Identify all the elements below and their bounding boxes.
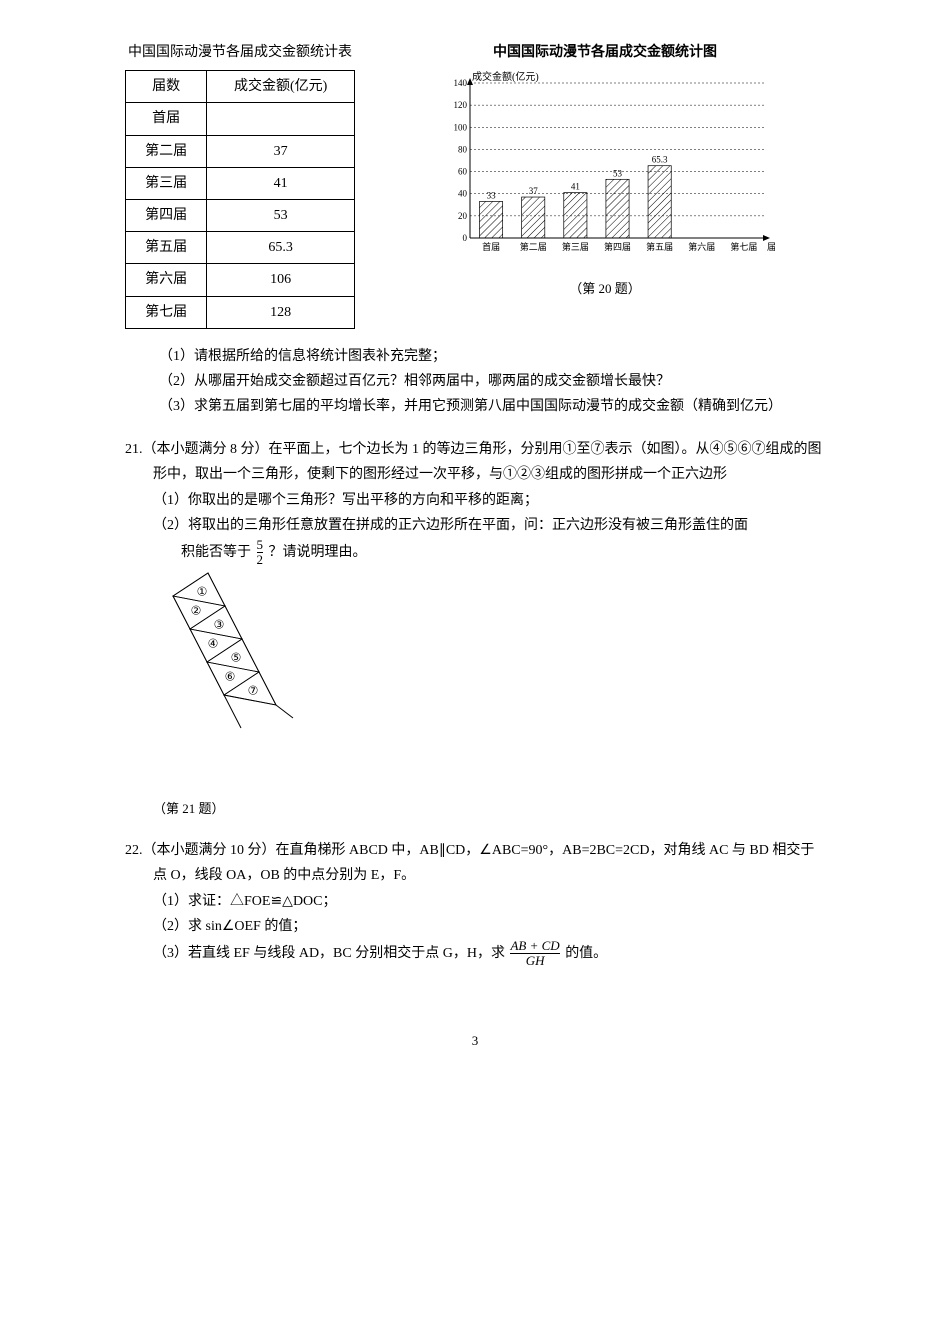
stats-table-wrap: 中国国际动漫节各届成交金额统计表 届数 成交金额(亿元) 首届 第二届37 第三… xyxy=(125,40,355,329)
svg-text:53: 53 xyxy=(613,169,623,179)
q22-3-pre: （3）若直线 EF 与线段 AD，BC 分别相交于点 G，H，求 xyxy=(153,946,505,961)
svg-text:第六届: 第六届 xyxy=(688,241,715,252)
svg-text:第五届: 第五届 xyxy=(646,241,673,252)
svg-text:80: 80 xyxy=(458,145,468,155)
cell: 41 xyxy=(207,167,355,199)
svg-text:③: ③ xyxy=(214,617,225,631)
svg-text:成交金额(亿元): 成交金额(亿元) xyxy=(472,70,539,83)
cell: 37 xyxy=(207,135,355,167)
q20-1: （1）请根据所给的信息将统计图表补充完整； xyxy=(145,344,825,369)
fraction-5-2: 5 2 xyxy=(257,538,264,568)
svg-text:60: 60 xyxy=(458,167,468,177)
q21-2b-pre: 积能否等于 xyxy=(181,545,251,560)
q20-subs: （1）请根据所给的信息将统计图表补充完整； （2）从哪届开始成交金额超过百亿元？… xyxy=(125,344,825,420)
svg-text:届数: 届数 xyxy=(767,241,775,252)
svg-text:65.3: 65.3 xyxy=(652,155,668,165)
cell: 第五届 xyxy=(126,232,207,264)
svg-text:首届: 首届 xyxy=(482,241,500,252)
q20-3: （3）求第五届到第七届的平均增长率，并用它预测第八届中国国际动漫节的成交金额（精… xyxy=(145,394,825,419)
cell: 53 xyxy=(207,199,355,231)
frac-num: AB + CD xyxy=(510,939,559,953)
cell: 第三届 xyxy=(126,167,207,199)
svg-text:41: 41 xyxy=(571,182,580,192)
svg-text:⑥: ⑥ xyxy=(225,669,236,683)
svg-text:120: 120 xyxy=(454,100,468,110)
cell: 第七届 xyxy=(126,296,207,328)
cell: 第六届 xyxy=(126,264,207,296)
svg-text:④: ④ xyxy=(208,636,219,650)
svg-text:20: 20 xyxy=(458,211,468,221)
cell: 第四届 xyxy=(126,199,207,231)
svg-text:33: 33 xyxy=(487,191,497,201)
q22-1: （1）求证：△FOE≌△DOC； xyxy=(125,889,825,914)
q20-figures: 中国国际动漫节各届成交金额统计表 届数 成交金额(亿元) 首届 第二届37 第三… xyxy=(125,40,825,329)
svg-text:⑦: ⑦ xyxy=(248,683,259,697)
frac-num: 5 xyxy=(257,538,264,552)
q22: 22.（本小题满分 10 分）在直角梯形 ABCD 中，AB∥CD，∠ABC=9… xyxy=(125,838,825,968)
q22-head: 22.（本小题满分 10 分）在直角梯形 ABCD 中，AB∥CD，∠ABC=9… xyxy=(125,838,825,888)
svg-text:①: ① xyxy=(197,584,208,598)
triangle-figure: ① ②③ ④⑤ ⑥⑦ xyxy=(153,568,313,788)
svg-text:第二届: 第二届 xyxy=(520,241,547,252)
svg-text:140: 140 xyxy=(454,78,468,88)
svg-text:第四届: 第四届 xyxy=(604,241,631,252)
cell: 首届 xyxy=(126,103,207,135)
q21-head: 21.（本小题满分 8 分）在平面上，七个边长为 1 的等边三角形，分别用①至⑦… xyxy=(125,437,825,487)
bar-chart: 成交金额(亿元) 0 20 40 60 80 100 120 140 33 首届 37 第二届 41 第三届… xyxy=(435,68,775,268)
cell: 65.3 xyxy=(207,232,355,264)
svg-text:⑤: ⑤ xyxy=(231,650,242,664)
svg-text:40: 40 xyxy=(458,189,468,199)
chart-title: 中国国际动漫节各届成交金额统计图 xyxy=(385,40,825,65)
table-title: 中国国际动漫节各届成交金额统计表 xyxy=(125,40,355,65)
svg-text:②: ② xyxy=(191,603,202,617)
q21-figure-wrap: ① ②③ ④⑤ ⑥⑦ （第 21 题） xyxy=(125,568,825,821)
cell: 第二届 xyxy=(126,135,207,167)
svg-text:0: 0 xyxy=(463,233,468,243)
bar-chart-wrap: 中国国际动漫节各届成交金额统计图 成交金额(亿元) 0 20 40 60 80 100 120… xyxy=(385,40,825,329)
q21-caption: （第 21 题） xyxy=(153,797,825,820)
cell: 106 xyxy=(207,264,355,296)
col-header-session: 届数 xyxy=(126,71,207,103)
svg-text:第七届: 第七届 xyxy=(730,241,757,252)
page-number: 3 xyxy=(125,1029,825,1052)
fraction-abcd-gh: AB + CD GH xyxy=(510,939,559,969)
q22-3-post: 的值。 xyxy=(565,946,607,961)
cell xyxy=(207,103,355,135)
q21-1: （1）你取出的是哪个三角形？写出平移的方向和平移的距离； xyxy=(125,488,825,513)
svg-text:100: 100 xyxy=(454,122,468,132)
q21-2b-post: ？请说明理由。 xyxy=(269,545,367,560)
cell: 128 xyxy=(207,296,355,328)
frac-den: GH xyxy=(510,953,559,968)
q21-2a: （2）将取出的三角形任意放置在拼成的正六边形所在平面，问：正六边形没有被三角形盖… xyxy=(125,513,825,538)
frac-den: 2 xyxy=(257,552,264,567)
q22-3: （3）若直线 EF 与线段 AD，BC 分别相交于点 G，H，求 AB + CD… xyxy=(125,939,825,969)
svg-text:37: 37 xyxy=(529,186,539,196)
col-header-amount: 成交金额(亿元) xyxy=(207,71,355,103)
stats-table: 届数 成交金额(亿元) 首届 第二届37 第三届41 第四届53 第五届65.3… xyxy=(125,70,355,329)
q21-2b: 积能否等于 5 2 ？请说明理由。 xyxy=(125,538,825,568)
q21: 21.（本小题满分 8 分）在平面上，七个边长为 1 的等边三角形，分别用①至⑦… xyxy=(125,437,825,820)
q20-2: （2）从哪届开始成交金额超过百亿元？相邻两届中，哪两届的成交金额增长最快？ xyxy=(145,369,825,394)
chart-caption: （第 20 题） xyxy=(385,277,825,300)
q22-2: （2）求 sin∠OEF 的值； xyxy=(125,914,825,939)
svg-text:第三届: 第三届 xyxy=(562,241,589,252)
